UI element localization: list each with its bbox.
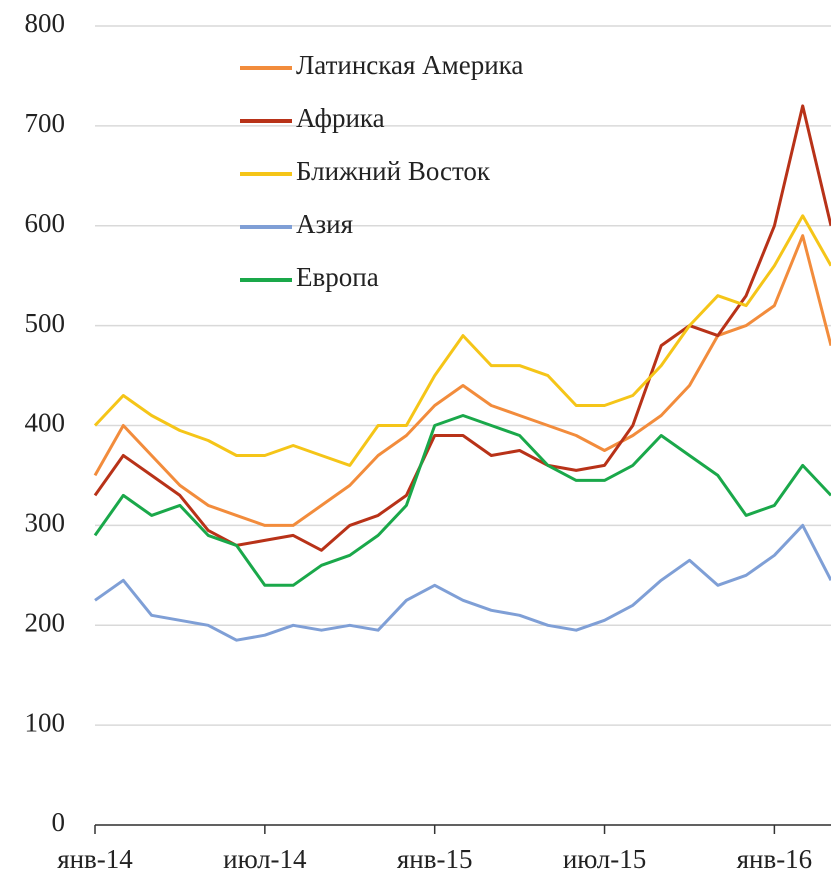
y-tick-label: 100 — [25, 707, 66, 737]
y-tick-label: 300 — [25, 508, 66, 538]
x-tick-label: янв-14 — [57, 844, 133, 874]
legend-label: Европа — [296, 262, 379, 292]
y-tick-label: 700 — [25, 108, 66, 138]
line-series — [93, 104, 831, 552]
line-series — [93, 234, 831, 527]
y-tick-label: 0 — [52, 807, 66, 837]
y-tick-label: 800 — [25, 8, 66, 38]
x-tick-label: июл-14 — [223, 844, 307, 874]
legend-label: Ближний Восток — [296, 156, 491, 186]
x-tick-label: июл-15 — [563, 844, 646, 874]
y-tick-label: 500 — [25, 308, 66, 338]
legend-label: Латинская Америка — [296, 50, 523, 80]
y-tick-label: 600 — [25, 208, 66, 238]
x-tick-label: янв-16 — [737, 844, 813, 874]
legend-label: Азия — [296, 209, 353, 239]
line-series — [93, 414, 831, 587]
line-series — [94, 523, 831, 642]
y-tick-label: 200 — [25, 607, 66, 637]
x-tick-label: янв-15 — [397, 844, 473, 874]
legend-label: Африка — [296, 103, 385, 133]
y-tick-label: 400 — [25, 408, 66, 438]
line-series — [93, 214, 831, 467]
